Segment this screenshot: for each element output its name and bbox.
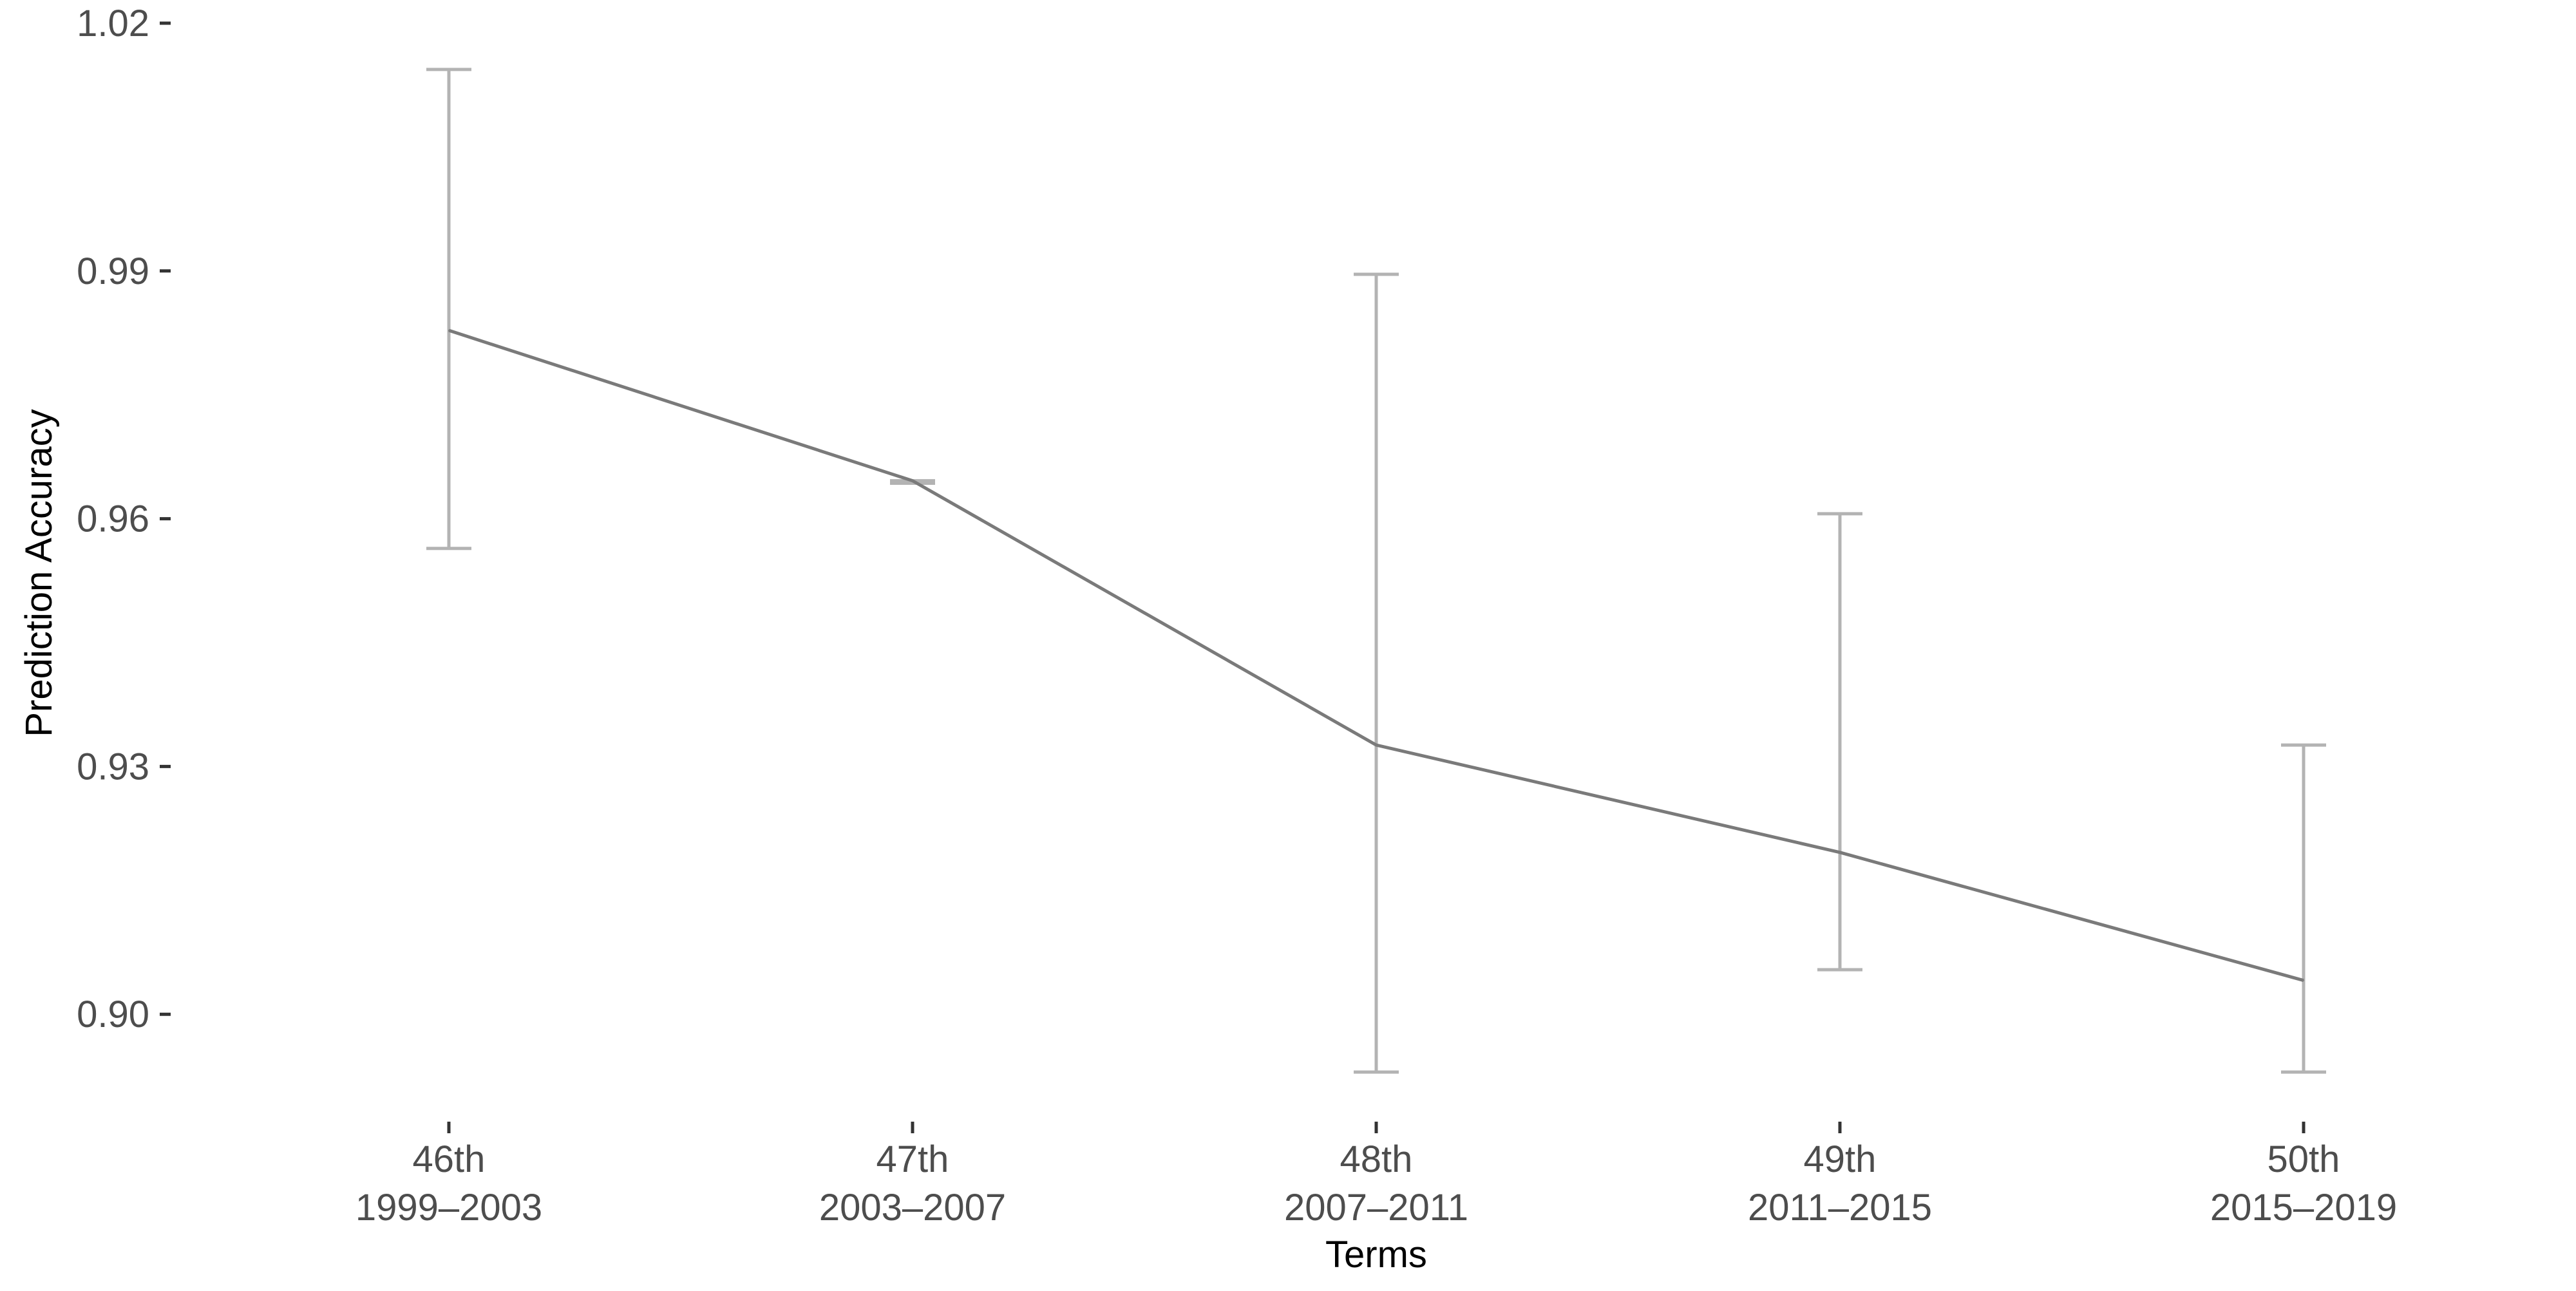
x-tick-label-term: 50th bbox=[2268, 1138, 2340, 1180]
x-tick-label-term: 49th bbox=[1804, 1138, 1877, 1180]
data-point bbox=[2303, 979, 2304, 981]
data-point bbox=[448, 330, 450, 332]
y-tick-label: 0.99 bbox=[77, 250, 149, 292]
data-point bbox=[1839, 851, 1841, 853]
x-axis-title: Terms bbox=[1325, 1234, 1427, 1276]
error-bars bbox=[426, 68, 2326, 1074]
x-tick-label-term: 48th bbox=[1340, 1138, 1413, 1180]
x-tick-label-years: 2015–2019 bbox=[2210, 1187, 2397, 1229]
x-axis: 46th 1999–2003 47th 2003–2007 48th 2007–2011 4… bbox=[355, 1122, 2397, 1229]
series-group bbox=[448, 328, 2304, 983]
x-tick-label-term: 47th bbox=[876, 1138, 949, 1180]
x-tick-label-years: 1999–2003 bbox=[355, 1187, 542, 1229]
y-tick-label: 0.93 bbox=[77, 746, 149, 787]
y-axis: 0.90 0.93 0.96 0.99 1.02 bbox=[77, 3, 171, 1035]
y-axis-title: Prediction Accuracy bbox=[18, 409, 60, 737]
y-tick-label: 0.90 bbox=[77, 994, 149, 1035]
data-point bbox=[912, 480, 913, 482]
y-tick-label: 0.96 bbox=[77, 498, 149, 540]
x-tick-label-years: 2011–2015 bbox=[1748, 1187, 1932, 1229]
data-point bbox=[1376, 744, 1377, 746]
x-tick-label-years: 2007–2011 bbox=[1284, 1187, 1468, 1229]
x-tick-label-years: 2003–2007 bbox=[819, 1187, 1006, 1229]
x-tick-label-term: 46th bbox=[413, 1138, 486, 1180]
y-tick-label: 1.02 bbox=[77, 3, 149, 44]
